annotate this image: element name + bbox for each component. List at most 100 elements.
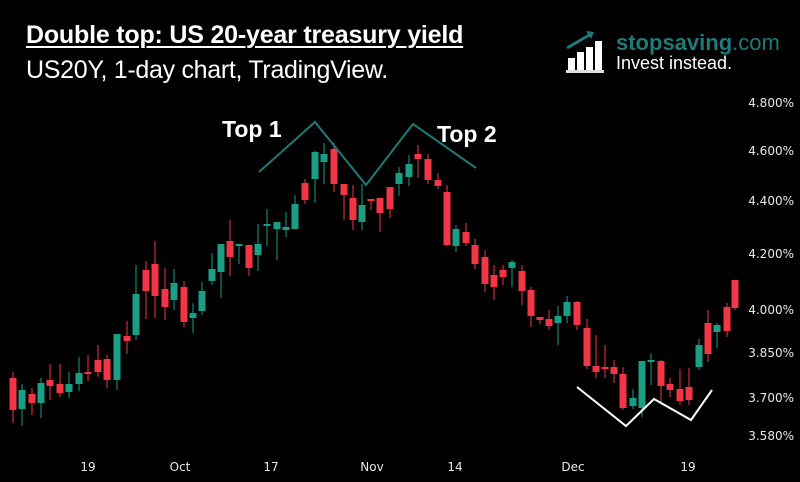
- candle-body: [123, 336, 131, 341]
- y-tick-label: 3.850%: [748, 346, 794, 360]
- candle-body: [545, 319, 553, 326]
- double-bottom-line: [576, 386, 713, 428]
- brand-name: stopsaving.com: [616, 30, 780, 55]
- candle-body: [508, 262, 516, 268]
- candle-body: [499, 270, 507, 277]
- bar-chart-arrow-icon: [566, 31, 604, 73]
- candle-body: [75, 373, 83, 384]
- candle-body: [367, 199, 375, 201]
- candle-body: [273, 222, 281, 229]
- x-tick-label: 19: [80, 460, 96, 474]
- candle-body: [527, 290, 535, 316]
- candle-body: [263, 224, 271, 226]
- candle-body: [282, 227, 290, 230]
- candle-body: [340, 184, 348, 195]
- brand-tagline: Invest instead.: [616, 53, 733, 73]
- candle-body: [629, 398, 637, 406]
- y-tick-label: 4.200%: [748, 247, 794, 261]
- candle-body: [65, 384, 73, 392]
- candle-body: [452, 229, 460, 246]
- candle-body: [386, 187, 394, 209]
- top-1-label: Top 1: [222, 116, 282, 142]
- candle-body: [657, 361, 665, 386]
- chart-title: Double top: US 20-year treasury yield: [26, 21, 464, 49]
- candle-body: [601, 367, 609, 369]
- candle-body: [18, 390, 26, 409]
- candle-body: [113, 334, 121, 380]
- candle-body: [142, 270, 150, 291]
- y-tick-label: 4.800%: [748, 96, 794, 110]
- x-tick-label: Oct: [169, 460, 191, 474]
- x-tick-label: Nov: [360, 460, 384, 474]
- candle-body: [443, 192, 451, 245]
- candle-body: [198, 291, 206, 311]
- candle-body: [170, 283, 178, 300]
- candle-body: [9, 378, 17, 410]
- candle-body: [46, 380, 54, 386]
- candle-body: [330, 149, 338, 184]
- y-tick-label: 3.580%: [748, 429, 794, 443]
- x-tick-label: 14: [447, 460, 463, 474]
- candle-body: [376, 198, 384, 213]
- candle-body: [414, 154, 422, 159]
- brand-logo: stopsaving.com Invest instead.: [562, 28, 782, 78]
- candle-body: [462, 232, 470, 243]
- candle-body: [573, 302, 581, 325]
- candle-body: [320, 154, 328, 162]
- candle-body: [666, 384, 674, 390]
- x-tick-label: Dec: [561, 460, 585, 474]
- candle-body: [490, 275, 498, 287]
- candle-body: [132, 294, 140, 335]
- candle-body: [358, 205, 366, 222]
- candle-body: [84, 372, 92, 374]
- chart-subtitle: US20Y, 1-day chart, TradingView.: [26, 56, 388, 84]
- candle-body: [291, 204, 299, 229]
- candle-body: [638, 361, 646, 408]
- candle-body: [103, 359, 111, 380]
- candle-body: [471, 245, 479, 264]
- candle-body: [405, 164, 413, 177]
- candle-body: [554, 316, 562, 323]
- x-tick-label: 19: [680, 460, 696, 474]
- candle-body: [619, 374, 627, 408]
- candle-body: [161, 289, 169, 307]
- candle-body: [704, 323, 712, 354]
- candle-body: [647, 360, 655, 362]
- candle-body: [685, 387, 693, 400]
- candle-body: [235, 244, 243, 246]
- candle-body: [349, 198, 357, 220]
- top-2-label: Top 2: [437, 121, 497, 147]
- candle-body: [518, 271, 526, 291]
- candle-body: [434, 180, 442, 186]
- candle-body: [94, 360, 102, 372]
- candle-body: [610, 367, 618, 374]
- candle-body: [56, 384, 64, 393]
- candle-body: [395, 173, 403, 184]
- candle-body: [151, 264, 159, 296]
- x-tick-label: 17: [263, 460, 279, 474]
- candle-body: [563, 302, 571, 316]
- candle-body: [583, 328, 591, 366]
- candle-body: [695, 345, 703, 367]
- candle-body: [536, 317, 544, 320]
- candle-body: [226, 241, 234, 257]
- candle-body: [180, 287, 188, 322]
- candle-body: [676, 389, 684, 401]
- candle-body: [592, 366, 600, 372]
- candle-body: [713, 325, 721, 332]
- y-tick-label: 4.400%: [748, 194, 794, 208]
- candle-body: [481, 257, 489, 284]
- candle-body: [723, 307, 731, 331]
- candle-body: [301, 183, 309, 200]
- candle-body: [37, 383, 45, 403]
- candle-body: [28, 394, 36, 403]
- candle-body: [217, 244, 225, 272]
- y-tick-label: 4.600%: [748, 144, 794, 158]
- candle-body: [311, 152, 319, 179]
- candle-body: [731, 280, 739, 308]
- double-top-line: [258, 120, 477, 187]
- y-tick-label: 3.700%: [748, 391, 794, 405]
- y-tick-label: 4.000%: [748, 303, 794, 317]
- candle-body: [254, 244, 262, 255]
